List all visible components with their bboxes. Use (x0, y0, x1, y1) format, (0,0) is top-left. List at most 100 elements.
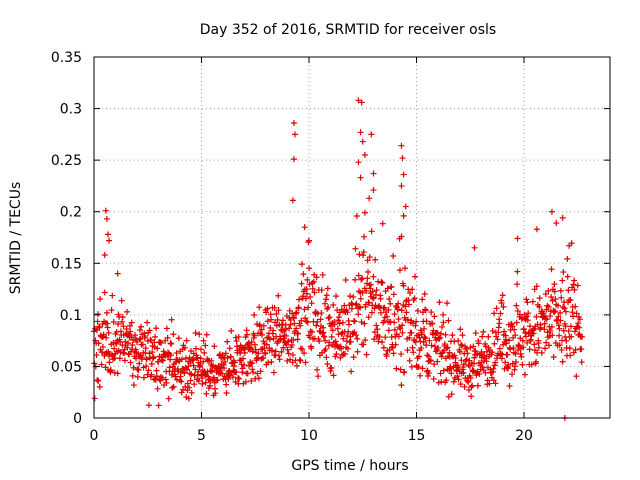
data-point (192, 345, 199, 352)
data-point (358, 319, 365, 326)
data-point (330, 372, 337, 379)
data-point (479, 364, 486, 371)
data-point (472, 330, 479, 337)
data-point (569, 309, 576, 316)
data-point (338, 330, 345, 337)
data-point (542, 291, 549, 298)
data-point (528, 361, 535, 368)
data-point (149, 349, 156, 356)
data-point (288, 342, 295, 349)
data-point (342, 277, 349, 284)
data-point (232, 334, 239, 341)
data-point (567, 297, 574, 304)
data-point (322, 296, 329, 303)
data-point (249, 366, 256, 373)
data-point (293, 325, 300, 332)
data-point (274, 316, 281, 323)
data-point (430, 327, 437, 334)
data-point (95, 377, 102, 384)
data-point (301, 224, 308, 231)
data-point (376, 334, 383, 341)
data-point (527, 336, 534, 343)
data-point (244, 370, 251, 377)
data-point (139, 354, 146, 361)
data-point (496, 345, 503, 352)
data-point (270, 369, 277, 376)
data-point (159, 374, 166, 381)
data-point (335, 314, 342, 321)
data-point (492, 359, 499, 366)
data-point (391, 319, 398, 326)
data-point (334, 325, 341, 332)
data-point (328, 364, 335, 371)
data-point (486, 380, 493, 387)
data-point (424, 352, 431, 359)
x-tick-label: 15 (408, 428, 426, 444)
data-point (525, 310, 532, 317)
data-point (354, 335, 361, 342)
data-point (424, 372, 431, 379)
data-point (562, 323, 569, 330)
data-point (196, 331, 203, 338)
data-point (519, 337, 526, 344)
data-point (558, 294, 565, 301)
data-point (309, 280, 316, 287)
data-point (368, 131, 375, 138)
data-point (471, 244, 478, 251)
data-point (96, 383, 103, 390)
data-point (120, 323, 127, 330)
data-point (437, 370, 444, 377)
data-point (130, 364, 137, 371)
data-point (372, 256, 379, 263)
data-point (254, 354, 261, 361)
data-point (455, 376, 462, 383)
data-point (235, 333, 242, 340)
data-point (141, 333, 148, 340)
data-point (443, 345, 450, 352)
data-point (327, 367, 334, 374)
data-point (154, 345, 161, 352)
data-point (358, 276, 365, 283)
data-point (464, 377, 471, 384)
data-point (395, 333, 402, 340)
data-point (373, 287, 380, 294)
data-point (239, 365, 246, 372)
data-point (113, 328, 120, 335)
data-point (448, 370, 455, 377)
data-point (168, 340, 175, 347)
data-point (162, 376, 169, 383)
data-point (457, 326, 464, 333)
data-point (456, 348, 463, 355)
data-point (394, 306, 401, 313)
data-point (557, 309, 564, 316)
data-point (354, 348, 361, 355)
data-point (373, 322, 380, 329)
data-point (195, 377, 202, 384)
data-point (227, 353, 234, 360)
data-point (390, 350, 397, 357)
data-point (386, 296, 393, 303)
data-point (120, 349, 127, 356)
data-point (136, 327, 143, 334)
data-point (404, 347, 411, 354)
data-point (164, 334, 171, 341)
data-point (441, 341, 448, 348)
data-point (106, 237, 113, 244)
data-point (559, 214, 566, 221)
data-point (444, 344, 451, 351)
data-point (566, 242, 573, 249)
data-point (490, 377, 497, 384)
data-point (514, 235, 521, 242)
data-point (263, 309, 270, 316)
data-point (251, 311, 258, 318)
data-point (268, 316, 275, 323)
data-point (514, 268, 521, 275)
data-point (306, 334, 313, 341)
data-point (191, 381, 198, 388)
data-point (138, 323, 145, 330)
data-point (535, 344, 542, 351)
data-point (395, 316, 402, 323)
data-point (91, 395, 98, 402)
data-point (570, 313, 577, 320)
x-tick-label: 5 (197, 428, 206, 444)
